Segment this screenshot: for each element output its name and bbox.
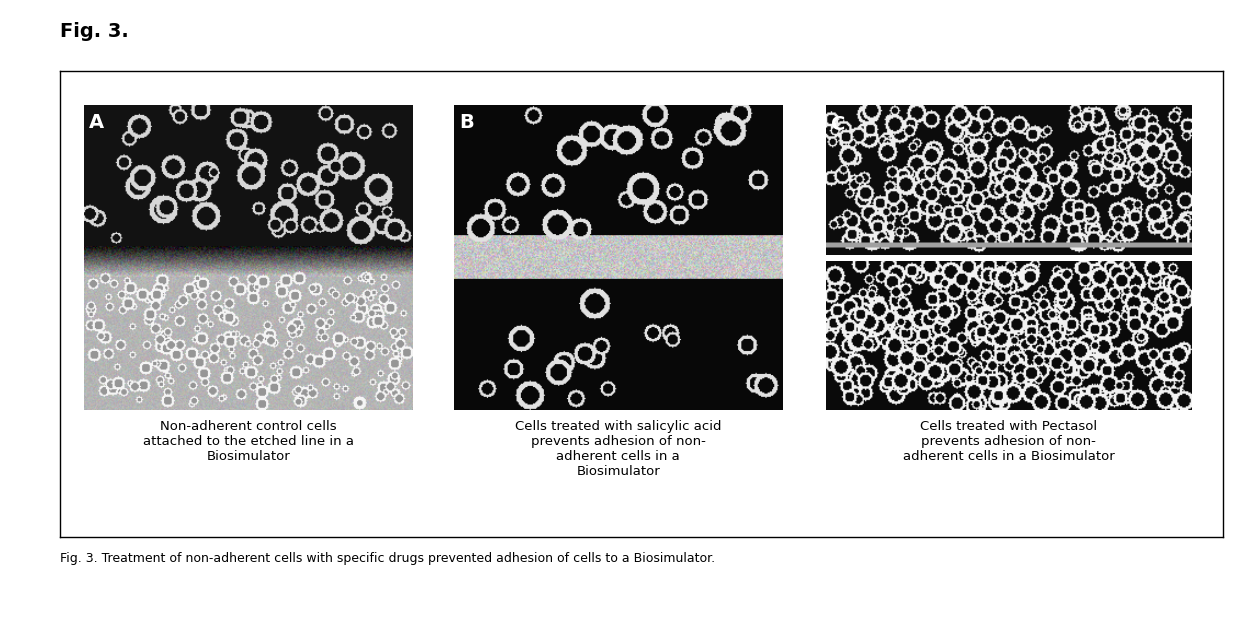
- Text: Non-adherent control cells
attached to the etched line in a
Biosimulator: Non-adherent control cells attached to t…: [143, 420, 355, 463]
- Text: Fig. 3. Treatment of non-adherent cells with specific drugs prevented adhesion o: Fig. 3. Treatment of non-adherent cells …: [60, 552, 714, 565]
- Text: A: A: [89, 112, 104, 131]
- Text: Cells treated with salicylic acid
prevents adhesion of non-
adherent cells in a
: Cells treated with salicylic acid preven…: [515, 420, 722, 478]
- Text: C: C: [831, 115, 846, 135]
- Text: B: B: [459, 112, 474, 131]
- Text: Fig. 3.: Fig. 3.: [60, 22, 128, 41]
- Text: Cells treated with Pectasol
prevents adhesion of non-
adherent cells in a Biosim: Cells treated with Pectasol prevents adh…: [903, 420, 1115, 463]
